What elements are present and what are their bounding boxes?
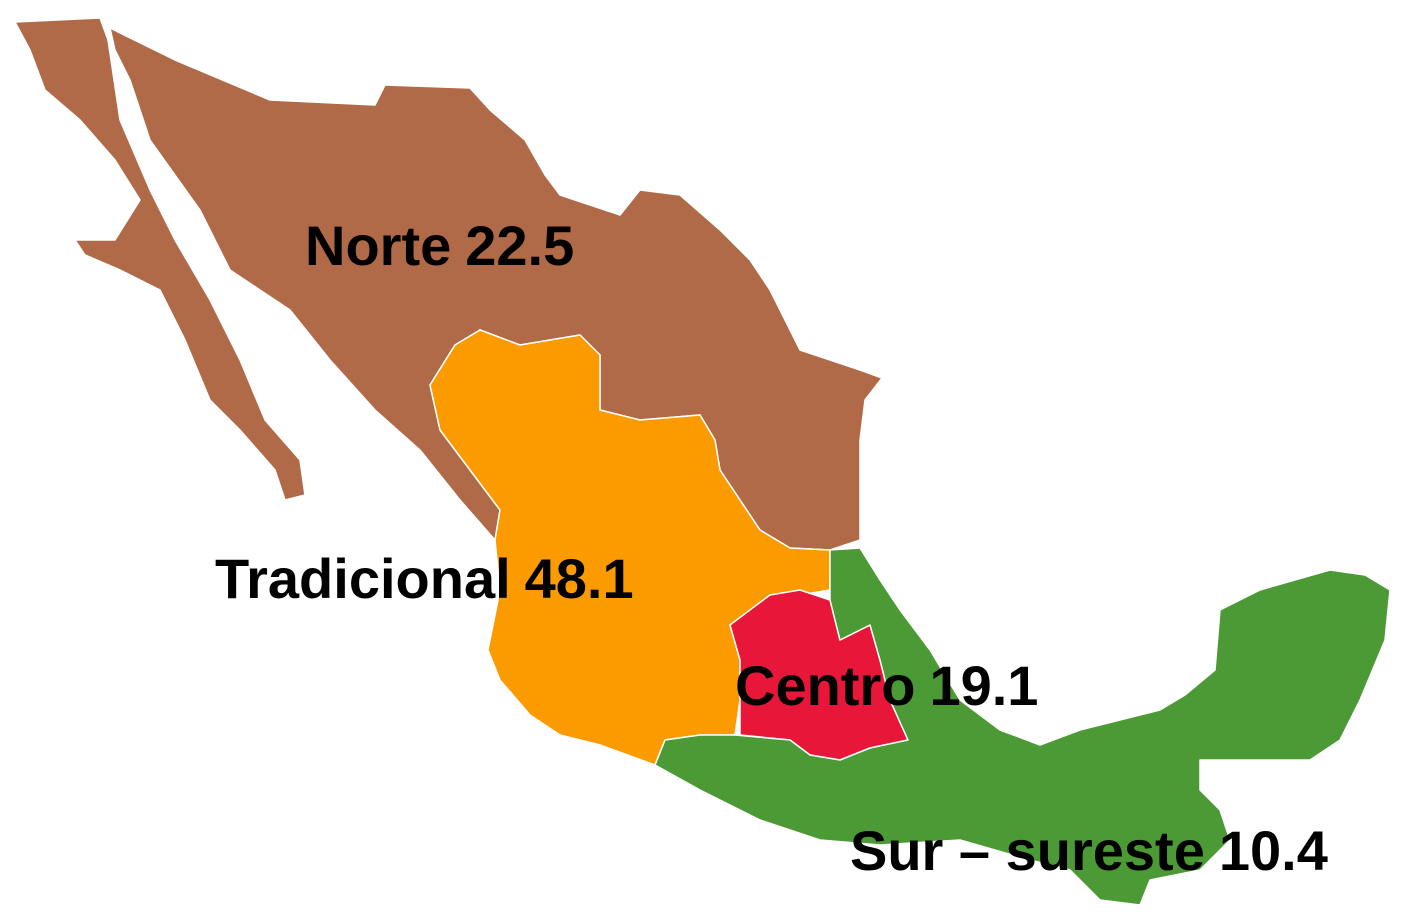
region-label: Tradicional 48.1 [215, 547, 634, 610]
region-value: 10.4 [1219, 819, 1328, 882]
region-name: Tradicional [215, 547, 511, 610]
labels: Norte 22.5 Tradicional 48.1 Centro 19.1 Sur… [215, 214, 1328, 882]
region-name: Norte [305, 214, 451, 277]
region-value: 19.1 [929, 654, 1038, 717]
region-label: Norte 22.5 [305, 214, 574, 277]
region-value: 22.5 [465, 214, 574, 277]
region-name: Sur – sureste [850, 819, 1205, 882]
sur-sureste [654, 547, 1391, 906]
region-value: 48.1 [525, 547, 634, 610]
region-label: Sur – sureste 10.4 [850, 819, 1328, 882]
norte-baja [14, 17, 306, 501]
regions [14, 17, 1391, 906]
region-name: Centro [735, 654, 915, 717]
region-label: Centro 19.1 [735, 654, 1038, 717]
